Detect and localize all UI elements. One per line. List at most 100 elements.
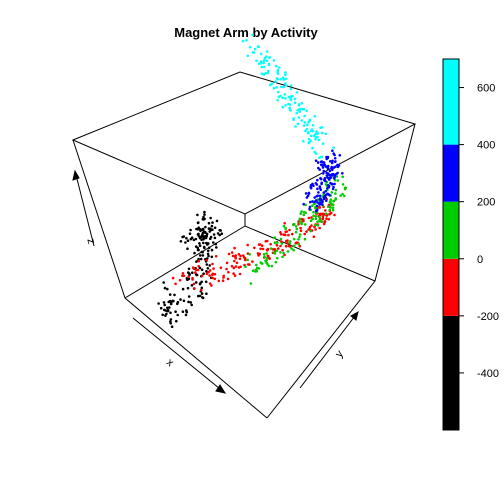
data-point xyxy=(211,262,214,266)
data-point xyxy=(227,252,231,256)
data-point xyxy=(331,208,335,212)
data-point xyxy=(262,59,266,62)
data-point xyxy=(202,241,205,245)
data-point xyxy=(208,274,211,277)
data-point xyxy=(280,85,283,89)
data-point xyxy=(214,242,218,246)
data-point xyxy=(339,194,343,197)
data-point xyxy=(256,45,260,48)
color-key: -400 -200 0 200 400 600 xyxy=(442,58,499,431)
data-point xyxy=(307,216,311,220)
data-point xyxy=(275,86,278,89)
data-point xyxy=(327,205,330,208)
data-point xyxy=(205,292,208,296)
data-point xyxy=(295,112,299,115)
data-point xyxy=(292,248,296,252)
data-point xyxy=(266,247,270,251)
data-point xyxy=(273,236,276,239)
data-point xyxy=(198,294,202,298)
data-point xyxy=(243,258,247,262)
data-point xyxy=(297,242,301,246)
data-point xyxy=(267,63,271,67)
data-point xyxy=(277,247,280,250)
data-point xyxy=(329,176,333,179)
data-point xyxy=(269,247,273,250)
data-point xyxy=(298,245,302,248)
data-point xyxy=(205,272,209,276)
data-point xyxy=(207,246,211,250)
data-point xyxy=(225,267,228,271)
data-point xyxy=(286,242,289,245)
data-point xyxy=(308,119,312,123)
data-point xyxy=(262,73,266,76)
data-point xyxy=(330,161,334,165)
data-point xyxy=(306,194,310,198)
data-point xyxy=(273,241,277,245)
data-point xyxy=(265,252,268,255)
data-point xyxy=(320,155,324,159)
data-point xyxy=(233,259,236,263)
data-point xyxy=(312,184,315,188)
data-point xyxy=(304,211,307,214)
data-point xyxy=(200,235,203,238)
data-point xyxy=(300,221,303,224)
data-point xyxy=(305,109,308,112)
data-point xyxy=(289,87,293,91)
data-point xyxy=(270,264,274,268)
data-point xyxy=(295,227,299,231)
data-point xyxy=(313,202,317,206)
data-point xyxy=(221,279,225,283)
axis-arrows xyxy=(72,169,359,394)
data-point xyxy=(303,223,307,226)
data-point xyxy=(332,166,336,169)
data-point xyxy=(298,110,302,113)
data-point xyxy=(203,246,206,250)
data-point xyxy=(322,169,326,173)
data-point xyxy=(163,303,166,307)
data-point xyxy=(306,123,309,127)
data-point xyxy=(281,76,285,79)
data-point xyxy=(259,62,263,65)
data-point xyxy=(320,200,324,204)
data-point xyxy=(238,257,242,261)
data-point xyxy=(211,221,214,224)
data-point xyxy=(324,209,327,212)
data-point xyxy=(318,186,322,190)
data-point xyxy=(302,213,306,217)
data-point xyxy=(318,156,321,160)
data-point xyxy=(202,228,205,231)
data-point xyxy=(284,104,288,107)
data-point xyxy=(302,124,306,127)
data-point xyxy=(198,242,201,245)
data-point xyxy=(303,121,307,124)
data-point xyxy=(325,217,328,220)
data-point xyxy=(220,232,224,235)
data-point xyxy=(285,230,289,233)
data-point xyxy=(332,152,336,155)
data-point xyxy=(330,191,334,194)
cube-top-face xyxy=(71,71,417,215)
data-point xyxy=(274,260,278,264)
data-point xyxy=(267,254,270,258)
data-point xyxy=(301,107,304,111)
data-point xyxy=(248,253,251,256)
data-point xyxy=(321,142,325,145)
data-point xyxy=(192,282,196,286)
data-point xyxy=(326,156,330,160)
data-point xyxy=(187,275,190,279)
data-point xyxy=(337,164,341,167)
data-point xyxy=(300,210,303,213)
data-point xyxy=(330,182,334,186)
data-point xyxy=(297,222,300,226)
data-point xyxy=(279,78,282,81)
data-point xyxy=(325,199,328,202)
data-point xyxy=(282,224,286,228)
data-point xyxy=(333,182,336,186)
data-point xyxy=(208,264,211,267)
data-point xyxy=(294,225,298,228)
data-point xyxy=(262,65,266,69)
data-point xyxy=(245,39,248,42)
data-point xyxy=(282,251,285,255)
data-point xyxy=(206,252,210,256)
data-point xyxy=(254,263,258,267)
